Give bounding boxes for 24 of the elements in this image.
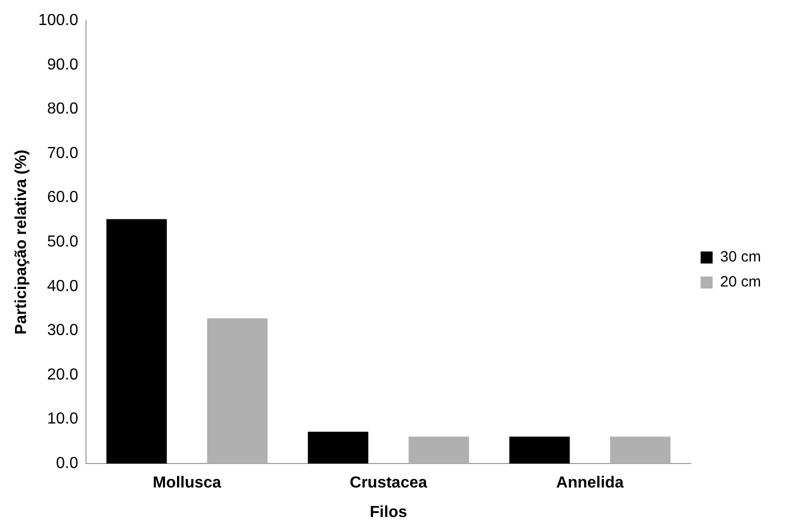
y-tick-label: 20.0: [47, 366, 78, 384]
x-axis-title: Filos: [370, 504, 408, 521]
y-tick-label: 60.0: [47, 189, 78, 206]
y-tick-label: 100.0: [38, 12, 78, 30]
bar: [408, 436, 470, 464]
x-tick-label: Annelida: [556, 474, 624, 492]
x-tick-label: Mollusca: [152, 474, 222, 492]
bar: [106, 219, 167, 464]
legend-label: 30 cm: [720, 248, 762, 266]
bar: [509, 436, 570, 464]
y-tick-label: 10.0: [47, 410, 78, 428]
y-tick-label: 0.0: [56, 455, 78, 472]
bar: [610, 436, 671, 464]
y-tick-label: 70.0: [47, 144, 78, 162]
y-axis-title: Participação relativa (%): [13, 150, 30, 335]
y-tick-label: 40.0: [47, 278, 78, 295]
x-tick-label: Crustacea: [350, 474, 428, 492]
y-tick-label: 30.0: [47, 322, 78, 340]
legend-label: 20 cm: [720, 274, 762, 291]
bar: [308, 432, 368, 464]
y-tick-label: 50.0: [47, 234, 78, 251]
y-tick-label: 80.0: [47, 100, 78, 118]
y-tick-label: 90.0: [47, 56, 78, 74]
bar: [207, 318, 268, 464]
